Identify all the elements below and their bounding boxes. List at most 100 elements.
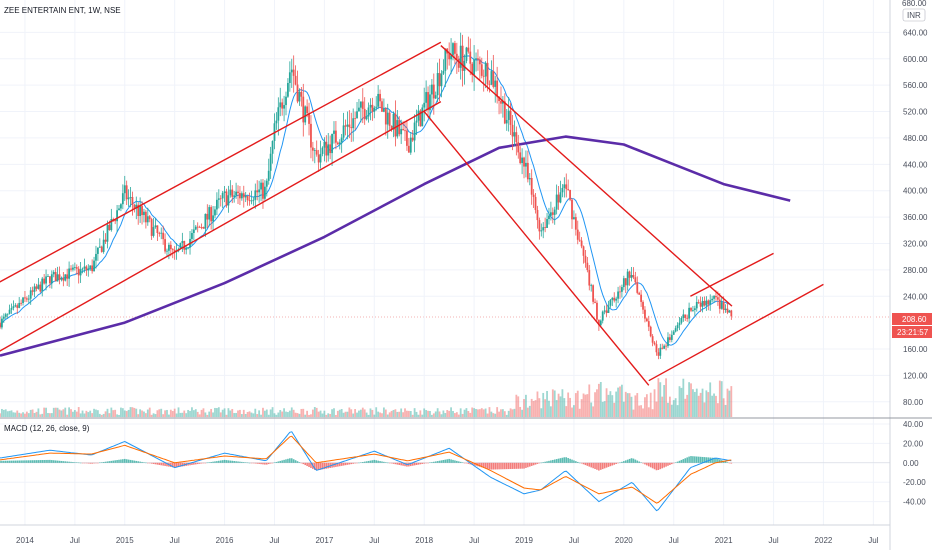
candle-body[interactable] xyxy=(540,230,543,232)
candle-body[interactable] xyxy=(484,62,487,77)
candle-body[interactable] xyxy=(413,122,416,141)
candle-body[interactable] xyxy=(697,301,700,303)
candle-body[interactable] xyxy=(377,93,380,107)
candle-body[interactable] xyxy=(39,284,42,292)
candle-body[interactable] xyxy=(663,345,666,349)
candle-body[interactable] xyxy=(509,110,512,125)
candle-body[interactable] xyxy=(427,92,429,111)
candle-body[interactable] xyxy=(85,266,88,271)
candle-body[interactable] xyxy=(321,147,324,154)
candle-body[interactable] xyxy=(22,297,24,304)
candle-body[interactable] xyxy=(390,125,393,130)
candle-body[interactable] xyxy=(66,274,69,279)
candle-body[interactable] xyxy=(275,120,278,124)
candle-body[interactable] xyxy=(4,314,7,317)
candle-body[interactable] xyxy=(716,297,719,300)
candle-body[interactable] xyxy=(574,217,577,230)
candle-body[interactable] xyxy=(162,232,165,240)
candle-body[interactable] xyxy=(613,297,616,301)
candle-body[interactable] xyxy=(10,307,13,310)
candle-body[interactable] xyxy=(331,133,333,154)
candle-body[interactable] xyxy=(371,104,374,112)
candle-body[interactable] xyxy=(183,240,186,250)
candle-body[interactable] xyxy=(645,318,648,322)
candle-body[interactable] xyxy=(586,262,589,271)
candle-body[interactable] xyxy=(569,189,571,200)
candle-body[interactable] xyxy=(112,219,115,220)
candle-body[interactable] xyxy=(79,269,82,276)
candle-body[interactable] xyxy=(647,321,650,327)
candle-body[interactable] xyxy=(707,300,710,305)
candle-body[interactable] xyxy=(386,112,389,125)
candle-body[interactable] xyxy=(154,225,157,228)
candle-body[interactable] xyxy=(668,337,671,340)
candle-body[interactable] xyxy=(319,153,322,163)
candle-body[interactable] xyxy=(283,105,285,109)
candle-body[interactable] xyxy=(335,130,337,143)
candle-body[interactable] xyxy=(478,59,481,65)
candle-body[interactable] xyxy=(81,268,84,270)
candle-body[interactable] xyxy=(121,193,124,205)
candle-body[interactable] xyxy=(638,292,641,295)
candle-body[interactable] xyxy=(118,208,120,211)
candle-body[interactable] xyxy=(294,75,297,85)
candle-body[interactable] xyxy=(653,342,656,345)
candle-body[interactable] xyxy=(419,110,422,127)
candle-body[interactable] xyxy=(361,101,364,109)
candle-body[interactable] xyxy=(582,246,585,256)
candle-body[interactable] xyxy=(695,301,698,309)
candle-body[interactable] xyxy=(406,130,408,146)
candle-body[interactable] xyxy=(217,198,220,200)
trendline-layer[interactable] xyxy=(0,41,824,386)
trendline[interactable] xyxy=(648,283,824,382)
candle-body[interactable] xyxy=(381,101,383,112)
candle-body[interactable] xyxy=(256,190,259,193)
candle-body[interactable] xyxy=(206,213,209,220)
candle-body[interactable] xyxy=(622,278,625,288)
candle-body[interactable] xyxy=(29,290,32,299)
candle-body[interactable] xyxy=(632,275,635,278)
candle-body[interactable] xyxy=(548,215,550,220)
candle-body[interactable] xyxy=(269,153,272,171)
candle-body[interactable] xyxy=(221,192,224,199)
candle-body[interactable] xyxy=(523,157,525,167)
candle-body[interactable] xyxy=(373,107,376,112)
candle-body[interactable] xyxy=(356,111,358,119)
candle-body[interactable] xyxy=(590,285,593,287)
candle-body[interactable] xyxy=(515,132,518,143)
candle-body[interactable] xyxy=(202,227,205,229)
candle-body[interactable] xyxy=(350,127,353,129)
candle-body[interactable] xyxy=(528,177,531,180)
candle-body[interactable] xyxy=(670,334,673,340)
candle-body[interactable] xyxy=(430,84,433,95)
candle-body[interactable] xyxy=(72,267,74,270)
candle-body[interactable] xyxy=(477,58,479,60)
candle-body[interactable] xyxy=(287,83,289,97)
candle-body[interactable] xyxy=(129,197,132,198)
candle-body[interactable] xyxy=(640,294,643,302)
candle-body[interactable] xyxy=(584,255,587,263)
candle-body[interactable] xyxy=(709,300,712,305)
trendline[interactable] xyxy=(423,111,650,386)
candle-body[interactable] xyxy=(578,239,581,241)
candle-body[interactable] xyxy=(496,80,499,97)
candle-body[interactable] xyxy=(448,53,451,60)
candle-body[interactable] xyxy=(54,272,57,282)
candle-body[interactable] xyxy=(308,113,310,124)
candle-body[interactable] xyxy=(171,249,174,250)
candle-body[interactable] xyxy=(210,207,213,222)
candle-body[interactable] xyxy=(354,118,357,120)
candle-body[interactable] xyxy=(649,326,652,337)
candle-body[interactable] xyxy=(492,71,495,87)
candle-body[interactable] xyxy=(237,191,239,194)
candle-body[interactable] xyxy=(160,232,163,234)
candle-body[interactable] xyxy=(634,277,637,283)
candle-body[interactable] xyxy=(198,226,201,228)
candle-body[interactable] xyxy=(25,298,28,300)
candle-body[interactable] xyxy=(41,278,44,292)
candle-body[interactable] xyxy=(58,274,61,280)
candle-body[interactable] xyxy=(246,196,249,201)
candle-body[interactable] xyxy=(532,194,535,197)
candle-body[interactable] xyxy=(665,345,667,347)
candle-body[interactable] xyxy=(715,295,717,298)
